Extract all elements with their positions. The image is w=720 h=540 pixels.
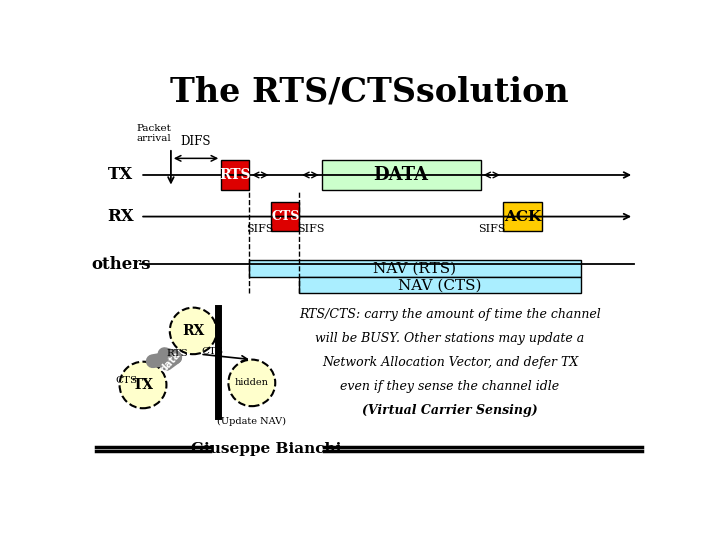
Text: data: data bbox=[159, 350, 183, 375]
Text: CTS: CTS bbox=[202, 347, 224, 356]
Text: Network Allocation Vector, and defer TX: Network Allocation Vector, and defer TX bbox=[322, 356, 578, 369]
Bar bbox=[300, 277, 581, 294]
Text: others: others bbox=[91, 256, 150, 273]
Text: Packet
arrival: Packet arrival bbox=[137, 124, 171, 143]
Text: RTS: RTS bbox=[220, 168, 251, 182]
Text: will be BUSY. Other stations may update a: will be BUSY. Other stations may update … bbox=[315, 332, 585, 345]
Bar bbox=[322, 160, 481, 190]
Text: RTS/CTS: carry the amount of time the channel: RTS/CTS: carry the amount of time the ch… bbox=[299, 308, 600, 321]
Text: hidden: hidden bbox=[235, 379, 269, 387]
Text: SIFS: SIFS bbox=[297, 224, 324, 234]
Text: SIFS: SIFS bbox=[246, 224, 274, 234]
Ellipse shape bbox=[228, 360, 275, 406]
Bar bbox=[249, 260, 581, 277]
Text: NAV (RTS): NAV (RTS) bbox=[374, 261, 456, 275]
Text: NAV (CTS): NAV (CTS) bbox=[398, 278, 482, 292]
Text: TX: TX bbox=[132, 378, 153, 392]
Ellipse shape bbox=[170, 308, 217, 354]
Text: The RTS/CTSsolution: The RTS/CTSsolution bbox=[170, 75, 568, 109]
Text: even if they sense the channel idle: even if they sense the channel idle bbox=[341, 380, 559, 393]
Text: ACK: ACK bbox=[504, 210, 541, 224]
Text: DATA: DATA bbox=[374, 166, 428, 184]
Text: CTS: CTS bbox=[115, 376, 138, 386]
Text: (Update NAV): (Update NAV) bbox=[217, 416, 287, 426]
Text: RTS: RTS bbox=[166, 349, 188, 358]
Text: SIFS: SIFS bbox=[478, 224, 505, 234]
Ellipse shape bbox=[120, 362, 166, 408]
Text: Giuseppe Bianchi: Giuseppe Bianchi bbox=[191, 442, 341, 456]
Text: (Virtual Carrier Sensing): (Virtual Carrier Sensing) bbox=[362, 404, 538, 417]
Text: DIFS: DIFS bbox=[181, 135, 211, 148]
Bar bbox=[271, 202, 300, 231]
Bar bbox=[221, 160, 249, 190]
Bar bbox=[503, 202, 542, 231]
Text: TX: TX bbox=[108, 166, 133, 184]
Text: RX: RX bbox=[107, 208, 134, 225]
Text: RX: RX bbox=[182, 324, 204, 338]
Text: CTS: CTS bbox=[271, 210, 300, 223]
